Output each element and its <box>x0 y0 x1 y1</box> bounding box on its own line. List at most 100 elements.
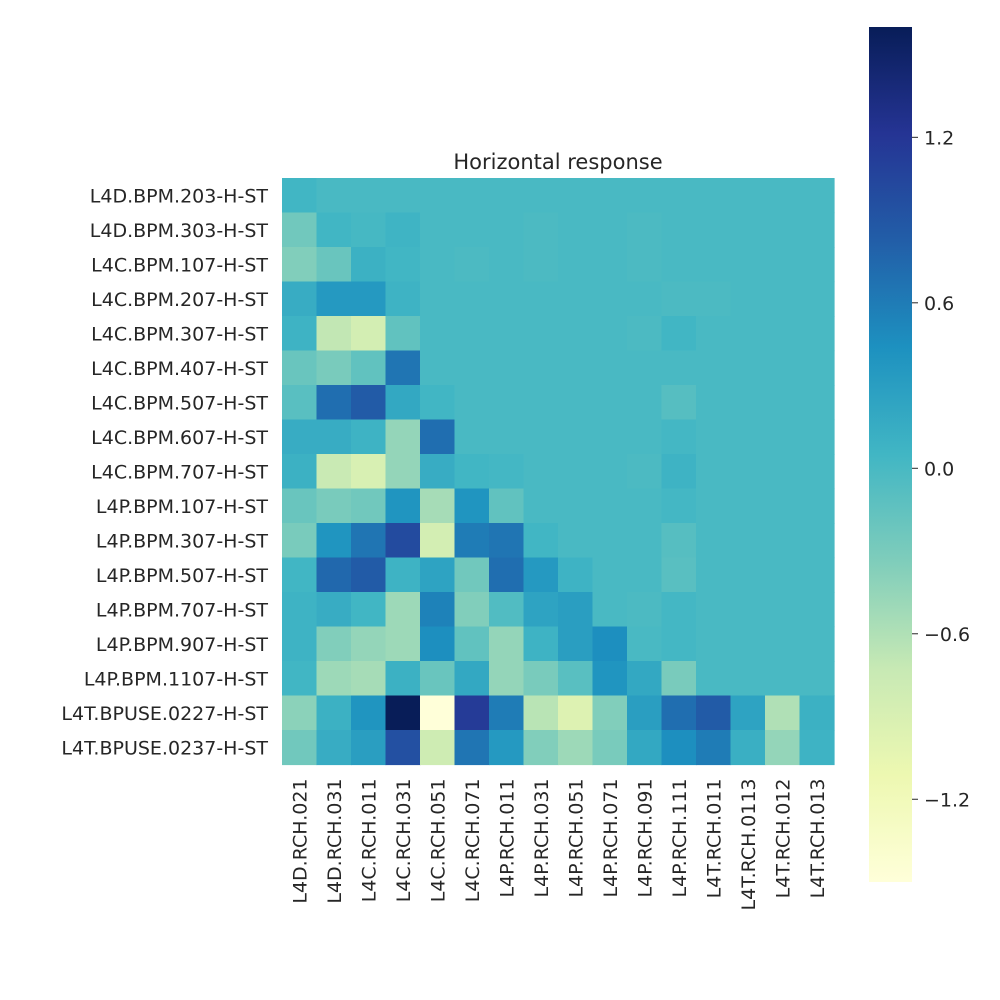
heatmap-cell <box>765 454 801 490</box>
heatmap-cell <box>730 730 766 766</box>
heatmap-cell <box>420 350 456 386</box>
heatmap-cell <box>523 730 559 766</box>
colorbar-tick-label: 0.6 <box>924 293 954 315</box>
heatmap-cell <box>799 281 835 317</box>
heatmap-cell <box>765 661 801 697</box>
heatmap-cell <box>765 592 801 628</box>
heatmap-cell <box>730 281 766 317</box>
colorbar-tick-label: −1.2 <box>924 789 970 811</box>
heatmap-cell <box>489 350 525 386</box>
x-tick-label: L4T.RCH.012 <box>772 779 794 899</box>
heatmap-cell <box>730 523 766 559</box>
heatmap-cell <box>765 419 801 455</box>
heatmap-cell <box>420 488 456 524</box>
heatmap-cell <box>282 281 318 317</box>
heatmap-cell <box>420 419 456 455</box>
y-tick-label: L4C.BPM.707-H-ST <box>91 461 268 483</box>
heatmap-cell <box>454 247 490 283</box>
heatmap-cell <box>454 178 490 214</box>
y-tick-label: L4T.BPUSE.0237-H-ST <box>61 737 268 759</box>
heatmap-cell <box>454 350 490 386</box>
heatmap-cell <box>627 730 663 766</box>
heatmap-cell <box>799 592 835 628</box>
heatmap-cell <box>385 730 421 766</box>
x-tick-label: L4P.RCH.031 <box>531 779 553 898</box>
heatmap-cell <box>592 557 628 593</box>
heatmap-cell <box>799 316 835 352</box>
heatmap-cells <box>282 178 835 766</box>
heatmap-cell <box>799 557 835 593</box>
heatmap-cell <box>454 695 490 731</box>
heatmap-cell <box>592 626 628 662</box>
heatmap-cell <box>385 419 421 455</box>
x-tick-label: L4P.RCH.011 <box>496 779 518 898</box>
heatmap-cell <box>661 247 697 283</box>
heatmap-cell <box>730 316 766 352</box>
heatmap-cell <box>351 212 387 248</box>
heatmap-cell <box>454 730 490 766</box>
heatmap-cell <box>385 557 421 593</box>
heatmap-cell <box>661 281 697 317</box>
heatmap-cell <box>799 419 835 455</box>
heatmap-cell <box>799 350 835 386</box>
heatmap-cell <box>730 454 766 490</box>
heatmap-cell <box>696 695 732 731</box>
heatmap-cell <box>523 281 559 317</box>
x-tick-label: L4C.RCH.031 <box>393 779 415 903</box>
heatmap-cell <box>558 350 594 386</box>
x-tick-labels: L4D.RCH.021 L4D.RCH.031 L4C.RCH.011 L4C.RCH… <box>289 779 829 911</box>
heatmap-cell <box>765 730 801 766</box>
heatmap-cell <box>489 695 525 731</box>
heatmap-cell <box>627 454 663 490</box>
heatmap-cell <box>282 661 318 697</box>
heatmap-cell <box>282 350 318 386</box>
heatmap-cell <box>523 523 559 559</box>
heatmap-cell <box>385 523 421 559</box>
heatmap-cell <box>592 281 628 317</box>
heatmap-cell <box>316 385 352 421</box>
heatmap-cell <box>420 592 456 628</box>
heatmap-cell <box>489 730 525 766</box>
heatmap-cell <box>282 592 318 628</box>
heatmap-cell <box>592 212 628 248</box>
heatmap-cell <box>282 454 318 490</box>
heatmap-cell <box>351 730 387 766</box>
heatmap-cell <box>558 316 594 352</box>
heatmap-cell <box>523 488 559 524</box>
heatmap-cell <box>316 316 352 352</box>
heatmap-cell <box>385 626 421 662</box>
heatmap-cell <box>592 316 628 352</box>
heatmap-cell <box>696 419 732 455</box>
heatmap-cell <box>316 247 352 283</box>
heatmap-cell <box>730 661 766 697</box>
heatmap-cell <box>558 385 594 421</box>
heatmap-cell <box>661 454 697 490</box>
heatmap-cell <box>489 523 525 559</box>
heatmap-cell <box>351 454 387 490</box>
heatmap-cell <box>282 178 318 214</box>
heatmap-cell <box>351 661 387 697</box>
x-tick-label: L4D.RCH.031 <box>324 779 346 904</box>
heatmap-cell <box>730 178 766 214</box>
heatmap-cell <box>730 695 766 731</box>
y-tick-label: L4D.BPM.303-H-ST <box>90 220 269 242</box>
heatmap-cell <box>661 557 697 593</box>
heatmap-cell <box>420 523 456 559</box>
y-tick-label: L4T.BPUSE.0227-H-ST <box>61 703 268 725</box>
heatmap-cell <box>627 419 663 455</box>
heatmap-cell <box>282 247 318 283</box>
heatmap-cell <box>454 557 490 593</box>
heatmap-cell <box>385 281 421 317</box>
heatmap-cell <box>627 316 663 352</box>
heatmap-cell <box>765 212 801 248</box>
x-tick-label: L4T.RCH.0113 <box>738 779 760 911</box>
heatmap-cell <box>558 454 594 490</box>
heatmap-cell <box>765 247 801 283</box>
y-tick-label: L4P.BPM.1107-H-ST <box>84 668 269 690</box>
chart-title: Horizontal response <box>453 150 662 174</box>
heatmap-cell <box>282 695 318 731</box>
heatmap-cell <box>592 523 628 559</box>
heatmap-cell <box>627 488 663 524</box>
heatmap-cell <box>523 178 559 214</box>
colorbar-tick-label: 1.2 <box>924 127 954 149</box>
